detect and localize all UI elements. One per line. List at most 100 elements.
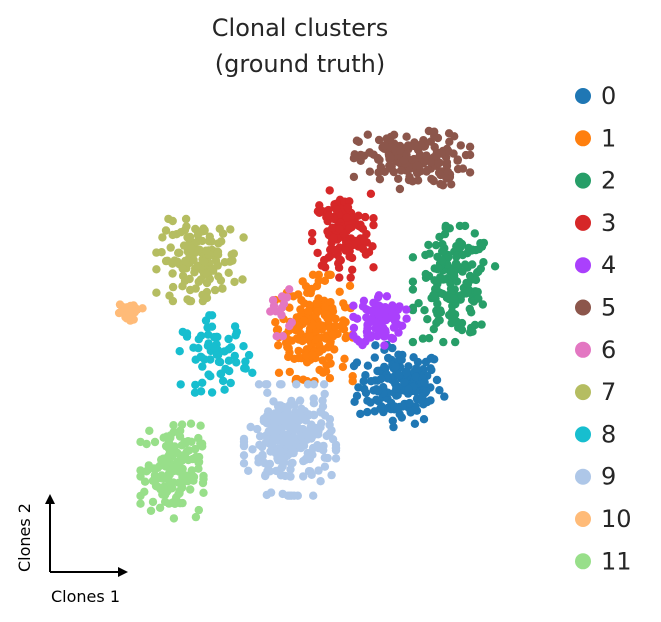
point-cluster-3 bbox=[366, 189, 376, 198]
series-4 bbox=[349, 291, 411, 350]
point-cluster-9 bbox=[263, 466, 272, 476]
point-cluster-0 bbox=[360, 384, 369, 394]
point-cluster-3 bbox=[369, 263, 378, 272]
legend-marker-4 bbox=[575, 257, 591, 274]
point-cluster-1 bbox=[340, 303, 350, 312]
point-cluster-7 bbox=[193, 230, 203, 240]
point-cluster-6 bbox=[266, 307, 275, 316]
point-cluster-4 bbox=[349, 301, 358, 310]
point-cluster-9 bbox=[266, 488, 276, 497]
legend-label-9: 9 bbox=[601, 463, 616, 491]
series-9 bbox=[239, 380, 341, 500]
point-cluster-0 bbox=[427, 354, 436, 363]
series-7 bbox=[152, 214, 248, 306]
point-cluster-3 bbox=[369, 214, 378, 223]
point-cluster-8 bbox=[198, 362, 207, 371]
legend-marker-8 bbox=[575, 426, 591, 443]
point-cluster-1 bbox=[328, 330, 337, 339]
point-cluster-1 bbox=[326, 270, 335, 280]
point-cluster-3 bbox=[354, 211, 363, 220]
point-cluster-9 bbox=[299, 472, 308, 481]
point-cluster-11 bbox=[196, 421, 205, 430]
series-6 bbox=[266, 285, 296, 341]
point-cluster-0 bbox=[411, 372, 421, 382]
point-cluster-2 bbox=[452, 277, 462, 286]
legend-marker-7 bbox=[575, 384, 591, 401]
point-cluster-0 bbox=[350, 397, 359, 406]
point-cluster-8 bbox=[198, 378, 207, 387]
legend-marker-3 bbox=[575, 214, 591, 231]
point-cluster-0 bbox=[435, 386, 444, 395]
point-cluster-7 bbox=[186, 285, 195, 295]
point-cluster-6 bbox=[277, 292, 287, 301]
point-cluster-2 bbox=[420, 306, 429, 315]
point-cluster-11 bbox=[162, 457, 171, 467]
x-axis-label: Clones 1 bbox=[51, 587, 120, 606]
point-cluster-1 bbox=[328, 304, 337, 313]
point-cluster-2 bbox=[471, 275, 481, 285]
point-cluster-9 bbox=[276, 446, 285, 456]
point-cluster-1 bbox=[319, 368, 328, 377]
point-cluster-2 bbox=[449, 268, 459, 277]
legend-label-7: 7 bbox=[601, 378, 616, 406]
point-cluster-7 bbox=[178, 282, 187, 291]
y-arrow-head bbox=[45, 494, 55, 504]
point-cluster-5 bbox=[374, 135, 384, 145]
point-cluster-11 bbox=[167, 484, 176, 493]
point-cluster-7 bbox=[158, 233, 167, 242]
point-cluster-9 bbox=[254, 380, 264, 389]
point-cluster-11 bbox=[194, 505, 203, 515]
point-cluster-11 bbox=[169, 514, 179, 523]
point-cluster-1 bbox=[309, 321, 318, 330]
point-cluster-5 bbox=[387, 162, 396, 171]
point-cluster-0 bbox=[376, 374, 386, 384]
point-cluster-1 bbox=[326, 359, 335, 368]
point-cluster-2 bbox=[474, 294, 483, 303]
point-cluster-0 bbox=[405, 398, 414, 408]
point-cluster-11 bbox=[199, 474, 208, 484]
point-cluster-4 bbox=[380, 306, 390, 316]
point-cluster-9 bbox=[325, 420, 334, 430]
legend-label-0: 0 bbox=[601, 82, 616, 110]
point-cluster-8 bbox=[220, 385, 229, 394]
point-cluster-2 bbox=[408, 253, 418, 262]
point-cluster-2 bbox=[473, 287, 482, 297]
point-cluster-2 bbox=[431, 241, 441, 250]
point-cluster-9 bbox=[307, 420, 316, 429]
point-cluster-11 bbox=[150, 437, 160, 447]
point-cluster-11 bbox=[146, 506, 156, 515]
point-cluster-0 bbox=[397, 355, 406, 364]
point-cluster-2 bbox=[438, 240, 447, 249]
point-cluster-2 bbox=[467, 308, 476, 317]
point-cluster-9 bbox=[306, 467, 315, 476]
point-cluster-5 bbox=[444, 129, 454, 138]
point-cluster-1 bbox=[272, 325, 282, 335]
point-cluster-5 bbox=[386, 153, 395, 163]
point-cluster-7 bbox=[194, 277, 203, 286]
point-cluster-9 bbox=[303, 448, 312, 458]
point-cluster-7 bbox=[185, 232, 195, 242]
point-cluster-1 bbox=[345, 281, 355, 290]
point-cluster-8 bbox=[207, 388, 217, 397]
point-cluster-2 bbox=[435, 316, 444, 325]
point-cluster-11 bbox=[177, 456, 187, 465]
point-cluster-2 bbox=[432, 284, 441, 293]
point-cluster-5 bbox=[369, 150, 378, 159]
point-cluster-2 bbox=[436, 308, 446, 317]
point-cluster-5 bbox=[415, 150, 425, 159]
point-cluster-7 bbox=[201, 269, 211, 278]
point-cluster-9 bbox=[309, 491, 318, 500]
point-cluster-1 bbox=[312, 298, 321, 308]
point-cluster-2 bbox=[457, 239, 467, 249]
point-cluster-9 bbox=[261, 380, 270, 389]
point-cluster-1 bbox=[300, 299, 309, 308]
point-cluster-5 bbox=[375, 175, 385, 184]
point-cluster-7 bbox=[168, 230, 177, 240]
point-cluster-7 bbox=[226, 225, 235, 234]
point-cluster-9 bbox=[314, 443, 323, 453]
legend-marker-2 bbox=[575, 172, 591, 189]
point-cluster-7 bbox=[168, 216, 177, 226]
point-cluster-5 bbox=[434, 158, 443, 168]
point-cluster-9 bbox=[260, 458, 269, 468]
point-cluster-9 bbox=[270, 418, 279, 427]
